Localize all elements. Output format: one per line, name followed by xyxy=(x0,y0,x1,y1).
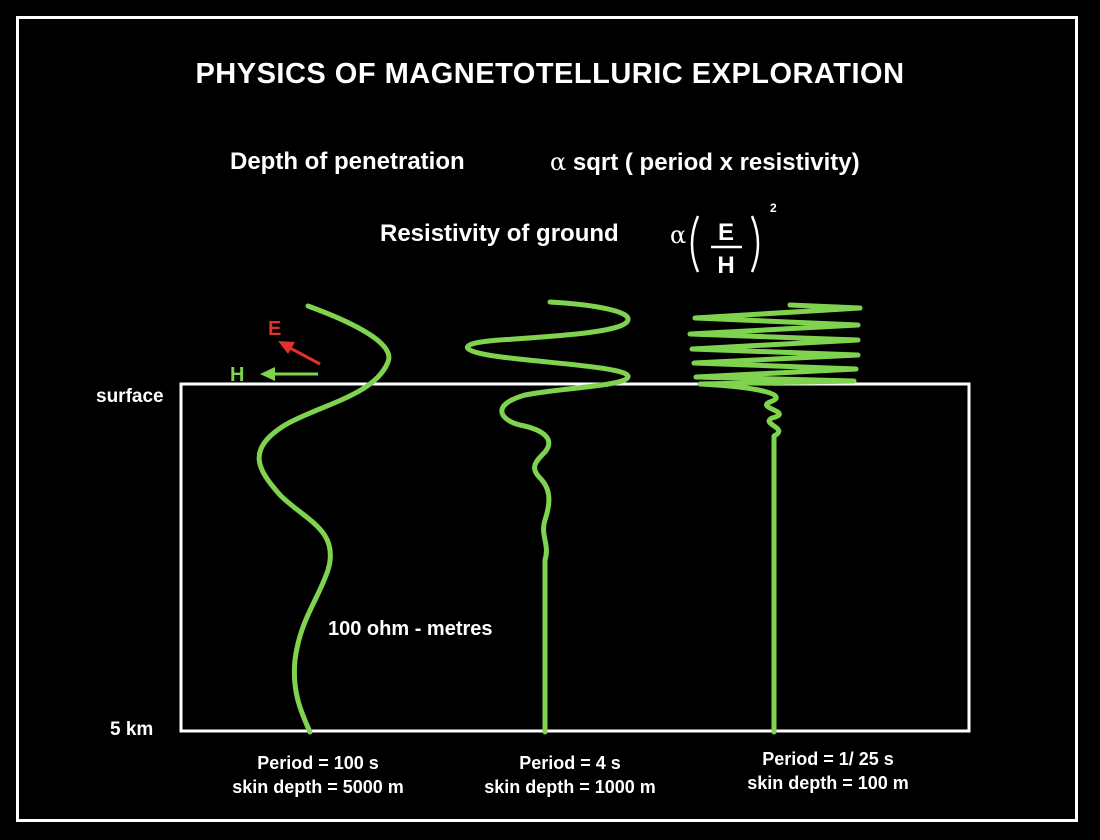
fraction-denominator: H xyxy=(717,252,734,279)
h-label: H xyxy=(230,364,244,386)
earth-block xyxy=(179,382,971,733)
e-label: E xyxy=(268,318,281,340)
caption-skin-depth: skin depth = 1000 m xyxy=(484,777,656,797)
caption-period: Period = 1/ 25 s xyxy=(762,749,894,769)
outer-frame xyxy=(16,16,1078,822)
proportional-symbol: α xyxy=(550,148,567,176)
caption-wave-3: Period = 1/ 25 s skin depth = 100 m xyxy=(688,747,968,795)
exponent: 2 xyxy=(770,201,777,215)
right-paren xyxy=(750,215,760,273)
wave-long-period xyxy=(256,303,392,735)
e-arrow-shaft xyxy=(289,346,321,366)
surface-label: surface xyxy=(96,386,164,407)
wave-short-period xyxy=(687,302,863,735)
fraction-numerator: E xyxy=(718,219,734,246)
depth-label: 5 km xyxy=(110,719,154,740)
equation-depth-formula: α sqrt ( period x resistivity) xyxy=(550,148,860,177)
caption-skin-depth: skin depth = 5000 m xyxy=(232,777,404,797)
wave-medium-period xyxy=(464,299,631,735)
e-arrow-head-icon xyxy=(278,341,295,354)
h-arrow-head-icon xyxy=(260,367,275,381)
equation-depth-label: Depth of penetration xyxy=(230,148,465,175)
caption-wave-1: Period = 100 s skin depth = 5000 m xyxy=(178,751,458,799)
resistivity-label: 100 ohm - metres xyxy=(328,618,493,640)
left-paren xyxy=(690,215,700,273)
proportional-symbol-2: α xyxy=(670,221,686,249)
caption-period: Period = 100 s xyxy=(257,753,379,773)
equation-depth-expression: sqrt ( period x resistivity) xyxy=(572,149,860,176)
equation-resistivity-label: Resistivity of ground xyxy=(380,220,619,247)
caption-period: Period = 4 s xyxy=(519,753,621,773)
caption-wave-2: Period = 4 s skin depth = 1000 m xyxy=(430,751,710,799)
page-title: PHYSICS OF MAGNETOTELLURIC EXPLORATION xyxy=(195,58,905,90)
caption-skin-depth: skin depth = 100 m xyxy=(747,773,909,793)
